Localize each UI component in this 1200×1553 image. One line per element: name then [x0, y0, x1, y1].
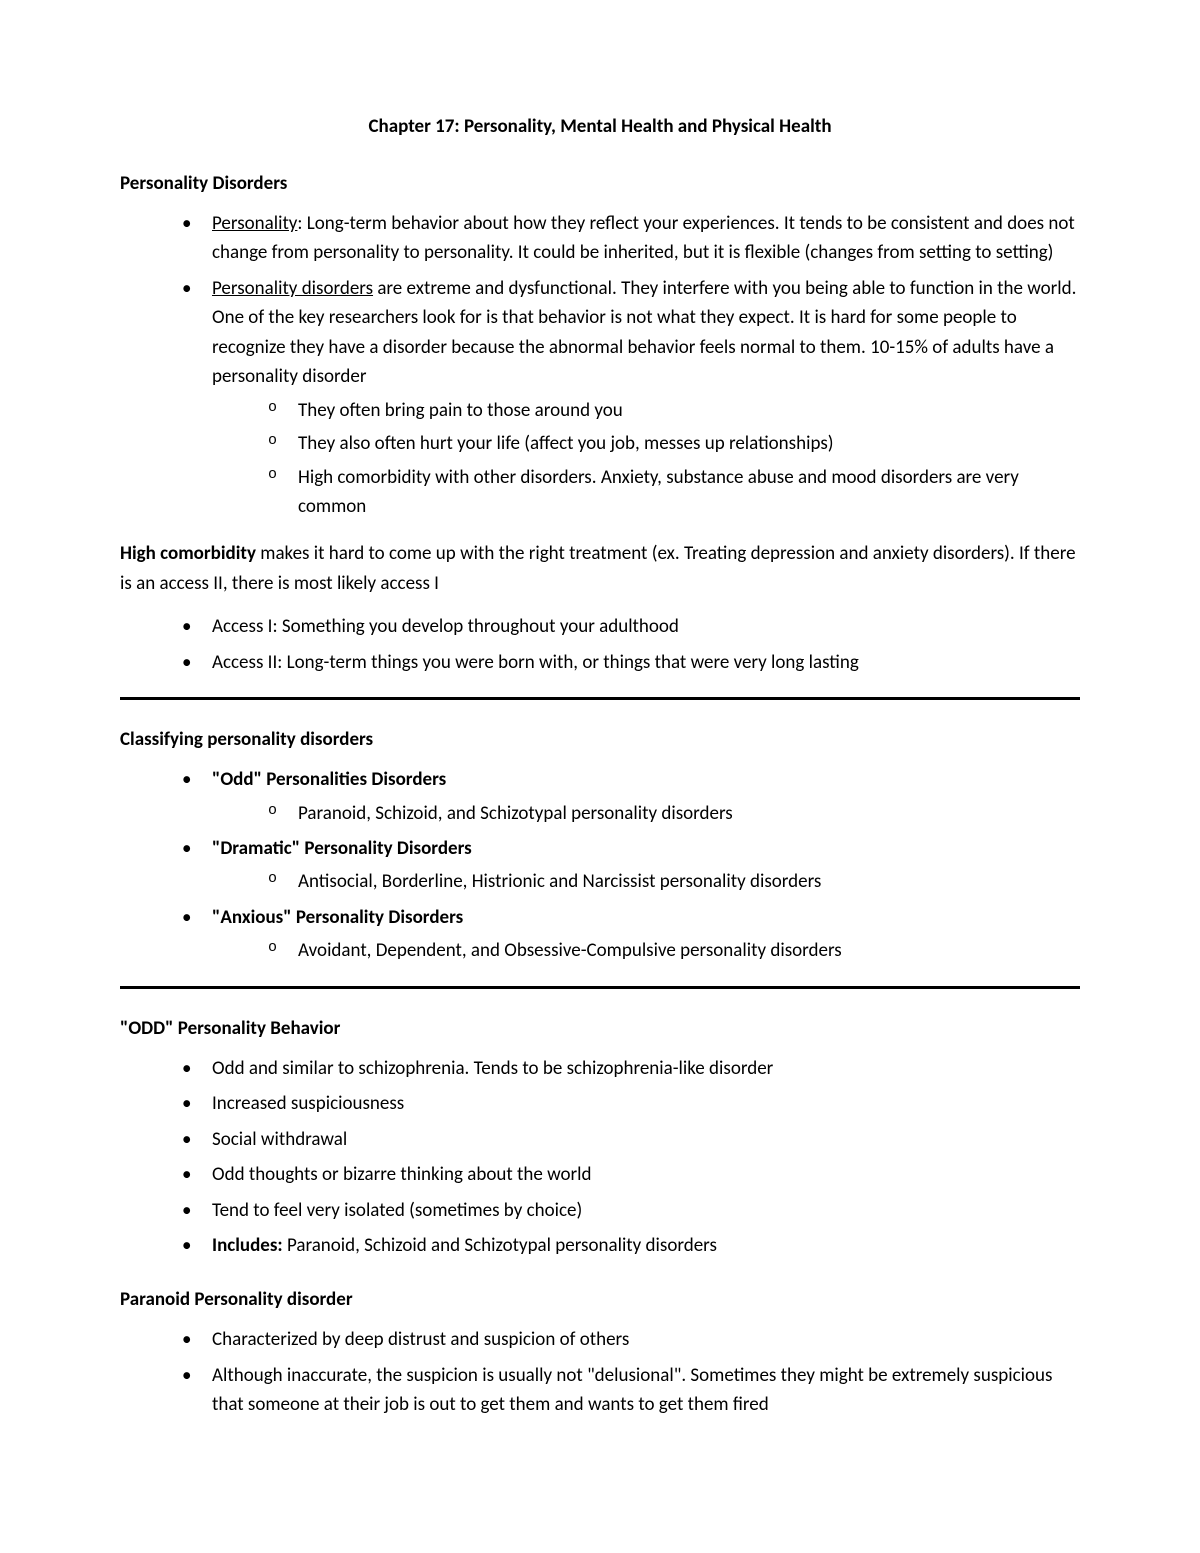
list-item: Social withdrawal [182, 1125, 1080, 1154]
list-item: Personality: Long-term behavior about ho… [182, 209, 1080, 268]
list-item: Increased suspiciousness [182, 1089, 1080, 1118]
text: makes it hard to come up with the right … [120, 542, 1076, 594]
heading-paranoid: Paranoid Personality disorder [120, 1288, 1080, 1311]
paragraph-comorbidity: High comorbidity makes it hard to come u… [120, 539, 1080, 598]
list-item: Access II: Long-term things you were bor… [182, 648, 1080, 677]
sublist: They often bring pain to those around yo… [212, 396, 1080, 522]
term-personality: Personality [212, 212, 297, 235]
list-item: Access I: Something you develop througho… [182, 612, 1080, 641]
list-item: "Dramatic" Personality Disorders Antisoc… [182, 834, 1080, 897]
list-item: Odd and similar to schizophrenia. Tends … [182, 1054, 1080, 1083]
list-item: Odd thoughts or bizarre thinking about t… [182, 1160, 1080, 1189]
text: : Long-term behavior about how they refl… [212, 212, 1075, 264]
sublist: Paranoid, Schizoid, and Schizotypal pers… [212, 799, 1080, 828]
heading-personality-disorders: Personality Disorders [120, 172, 1080, 195]
heading-classifying: Classifying personality disorders [120, 728, 1080, 751]
list-odd-behavior: Odd and similar to schizophrenia. Tends … [120, 1054, 1080, 1261]
list-access: Access I: Something you develop througho… [120, 612, 1080, 677]
list-item: "Odd" Personalities Disorders Paranoid, … [182, 765, 1080, 828]
bold-term: High comorbidity [120, 542, 256, 565]
sub-item: Paranoid, Schizoid, and Schizotypal pers… [268, 799, 1080, 828]
list-item: "Anxious" Personality Disorders Avoidant… [182, 903, 1080, 966]
sub-item: Antisocial, Borderline, Histrionic and N… [268, 867, 1080, 896]
list-item: Includes: Paranoid, Schizoid and Schizot… [182, 1231, 1080, 1260]
sub-item: High comorbidity with other disorders. A… [268, 463, 1080, 522]
cluster-dramatic: "Dramatic" Personality Disorders [212, 837, 472, 860]
sub-item: They also often hurt your life (affect y… [268, 429, 1080, 458]
sublist: Antisocial, Borderline, Histrionic and N… [212, 867, 1080, 896]
cluster-anxious: "Anxious" Personality Disorders [212, 906, 463, 929]
list-item: Tend to feel very isolated (sometimes by… [182, 1196, 1080, 1225]
term-personality-disorders: Personality disorders [212, 277, 373, 300]
cluster-odd: "Odd" Personalities Disorders [212, 768, 446, 791]
document-page: Chapter 17: Personality, Mental Health a… [0, 0, 1200, 1553]
bold-includes: Includes: [212, 1234, 283, 1257]
sub-item: Avoidant, Dependent, and Obsessive-Compu… [268, 936, 1080, 965]
text: Paranoid, Schizoid and Schizotypal perso… [283, 1234, 717, 1257]
sublist: Avoidant, Dependent, and Obsessive-Compu… [212, 936, 1080, 965]
list-item: Although inaccurate, the suspicion is us… [182, 1361, 1080, 1420]
chapter-title: Chapter 17: Personality, Mental Health a… [120, 115, 1080, 138]
sub-item: They often bring pain to those around yo… [268, 396, 1080, 425]
divider [120, 986, 1080, 989]
heading-odd-behavior: "ODD" Personality Behavior [120, 1017, 1080, 1040]
list-item: Characterized by deep distrust and suspi… [182, 1325, 1080, 1354]
list-classifying: "Odd" Personalities Disorders Paranoid, … [120, 765, 1080, 966]
list-personality-disorders: Personality: Long-term behavior about ho… [120, 209, 1080, 521]
list-item: Personality disorders are extreme and dy… [182, 274, 1080, 522]
list-paranoid: Characterized by deep distrust and suspi… [120, 1325, 1080, 1419]
divider [120, 697, 1080, 700]
